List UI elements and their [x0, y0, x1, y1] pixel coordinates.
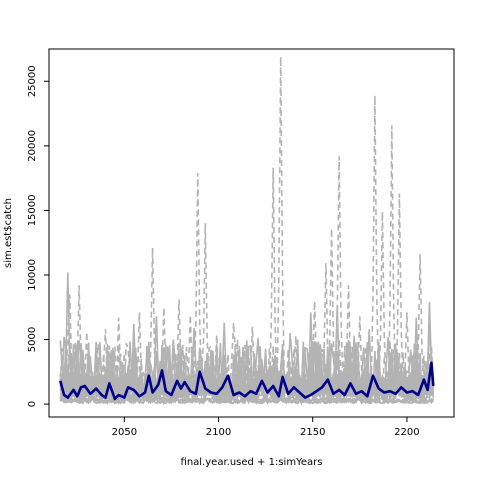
- y-tick-label: 10000: [27, 259, 38, 291]
- x-axis-label: final.year.used + 1:simYears: [181, 457, 323, 468]
- y-tick-label: 20000: [27, 130, 38, 162]
- x-tick-label: 2050: [112, 427, 137, 438]
- y-tick-label: 15000: [27, 194, 38, 226]
- plot-frame: [48, 48, 455, 418]
- x-tick-label: 2150: [300, 427, 325, 438]
- y-axis-label: sim.est$catch: [3, 198, 14, 268]
- y-tick-label: 0: [27, 401, 38, 407]
- x-tick-label: 2200: [394, 427, 419, 438]
- simulation-lines: [59, 56, 435, 406]
- simulation-trace: [59, 396, 434, 406]
- x-tick-label: 2100: [206, 427, 231, 438]
- simulation-trace: [59, 305, 435, 402]
- y-axis: 0 5000 10000 15000 20000 25000: [27, 65, 49, 407]
- y-tick-label: 25000: [27, 65, 38, 97]
- x-axis: 2050 2100 2150 2200: [112, 417, 420, 438]
- median-catch-line: [59, 361, 435, 401]
- y-tick-label: 5000: [27, 327, 38, 352]
